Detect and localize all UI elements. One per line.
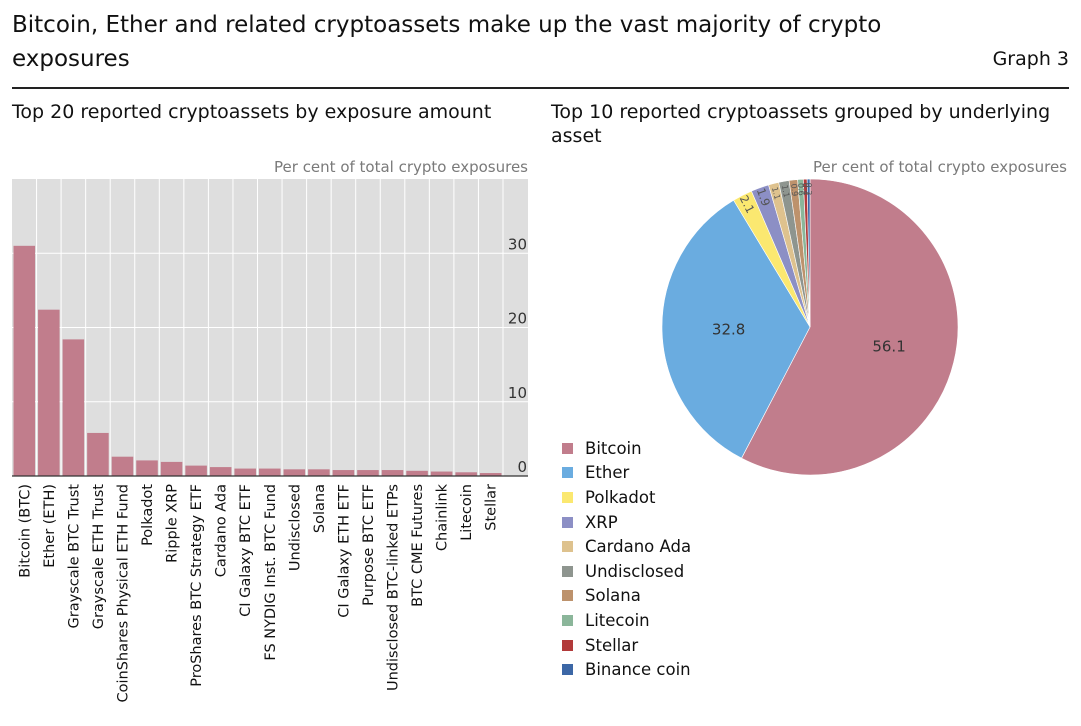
bar	[283, 469, 306, 476]
pie-data-label: 0.6	[796, 183, 806, 196]
bar-x-tick-label: Purpose BTC ETF	[361, 484, 377, 606]
graph-number: Graph 3	[992, 48, 1069, 70]
bar-chart-units: Per cent of total crypto exposures	[274, 158, 528, 176]
pie-data-label: 0.4	[801, 183, 810, 196]
legend-swatch	[562, 541, 573, 553]
bar-y-tick-label: 10	[508, 384, 527, 402]
bar-chart: 0 10 20 30 Bitcoin (BTC) Ether (ETH) Grayscale…	[12, 179, 528, 702]
bar	[38, 309, 60, 476]
bar-y-tick-label: 20	[508, 310, 527, 328]
bar-x-tick-label: BTC CME Futures	[410, 484, 426, 607]
bar-chart-title: Top 20 reported cryptoassets by exposure…	[12, 101, 492, 123]
bar-x-tick-label: CI Galaxy ETH ETF	[336, 484, 352, 618]
bar	[111, 456, 134, 476]
legend-label: Ether	[585, 463, 630, 483]
bar	[357, 470, 379, 476]
bar-x-tick-label: Cardano Ada	[214, 484, 230, 577]
bar	[259, 468, 281, 476]
bar-x-tick-label: CI Galaxy BTC ETF	[238, 484, 254, 617]
legend-label: Undisclosed	[585, 561, 685, 581]
bar	[308, 469, 330, 476]
legend-item: Cardano Ada	[562, 534, 691, 559]
pie-data-label: 0.3	[804, 183, 813, 196]
pie-slice	[806, 178, 811, 328]
pie-data-label: 1.1	[770, 186, 782, 201]
bar-x-tick-label: Chainlink	[435, 483, 451, 551]
bar-x-tick-label: Stellar	[484, 484, 500, 531]
bar-x-tick-label: FS NYDIG Inst. BTC Fund	[263, 484, 279, 661]
bar-x-tick-label: Bitcoin (BTC)	[17, 484, 33, 578]
bar	[479, 473, 502, 476]
bar-x-tick-label: Polkadot	[140, 484, 156, 546]
bar-x-tick-label: Ether (ETH)	[42, 484, 58, 568]
pie-data-label: 56.1	[872, 337, 905, 355]
page-title: Bitcoin, Ether and related cryptoassets …	[12, 12, 882, 72]
pie-data-label: 32.8	[712, 320, 745, 338]
legend-swatch	[562, 467, 573, 479]
bar-x-tick-label: Grayscale ETH Trust	[91, 484, 107, 630]
pie-data-label: 1.9	[754, 186, 773, 208]
bar-x-tick-label: Grayscale BTC Trust	[66, 484, 82, 629]
legend-label: Cardano Ada	[585, 537, 692, 557]
bar	[406, 470, 428, 476]
legend-swatch	[562, 491, 573, 503]
bar	[136, 460, 158, 476]
legend-swatch	[562, 614, 573, 626]
pie-chart-units: Per cent of total crypto exposures	[813, 158, 1067, 176]
bar-x-tick-label: Ripple XRP	[165, 484, 181, 563]
legend-label: Binance coin	[585, 660, 691, 680]
legend-label: Polkadot	[585, 487, 656, 507]
pie-data-label: 1.1	[780, 184, 791, 198]
pie-slice	[661, 199, 811, 459]
legend-swatch	[562, 664, 573, 676]
bar-x-tick-label: Undisclosed	[287, 484, 303, 571]
pie-legend: Bitcoin Ether Polkadot XRP Cardano Ada Undisc…	[562, 436, 691, 682]
legend-swatch	[562, 565, 573, 577]
legend-label: Litecoin	[585, 610, 650, 630]
legend-item: Solana	[562, 584, 691, 609]
bar-x-tick-label: CoinShares Physical ETH Fund	[115, 484, 131, 702]
legend-item: Polkadot	[562, 485, 691, 510]
bar	[160, 461, 183, 476]
bar-y-tick-label: 30	[508, 235, 527, 253]
bar	[455, 472, 477, 476]
bar	[87, 432, 109, 476]
legend-item: Stellar	[562, 633, 691, 658]
bar	[13, 245, 36, 476]
bar-x-tick-label: Undisclosed BTC-linked ETPs	[386, 484, 402, 691]
pie-data-label: 0.9	[789, 183, 799, 197]
bar-x-tick-label: Litecoin	[459, 484, 475, 541]
bar	[332, 470, 355, 476]
bar	[209, 467, 232, 476]
legend-swatch	[562, 590, 573, 602]
bar	[185, 465, 207, 476]
legend-label: Solana	[585, 586, 641, 606]
bar-y-tick-label: 0	[517, 458, 527, 476]
legend-label: Stellar	[585, 635, 639, 655]
legend-item: Bitcoin	[562, 436, 691, 461]
pie-chart-title: Top 10 reported cryptoassets grouped by …	[551, 101, 1051, 147]
legend-item: Ether	[562, 461, 691, 486]
legend-item: XRP	[562, 510, 691, 535]
legend-item: Binance coin	[562, 657, 691, 682]
pie-chart: 56.132.82.11.91.11.10.90.60.40.3	[661, 178, 959, 476]
bar	[381, 470, 404, 476]
legend-swatch	[562, 516, 573, 528]
pie-slice	[741, 178, 959, 476]
bar	[62, 339, 85, 476]
legend-label: XRP	[585, 512, 618, 532]
legend-swatch	[562, 639, 573, 651]
bar	[430, 471, 453, 476]
legend-label: Bitcoin	[585, 438, 642, 458]
bar	[234, 468, 256, 476]
bar-x-tick-label: ProShares BTC Strategy ETF	[189, 484, 205, 687]
legend-item: Litecoin	[562, 608, 691, 633]
bar-x-tick-label: Solana	[312, 484, 328, 533]
legend-swatch	[562, 442, 573, 454]
title-divider	[12, 87, 1069, 89]
legend-item: Undisclosed	[562, 559, 691, 584]
